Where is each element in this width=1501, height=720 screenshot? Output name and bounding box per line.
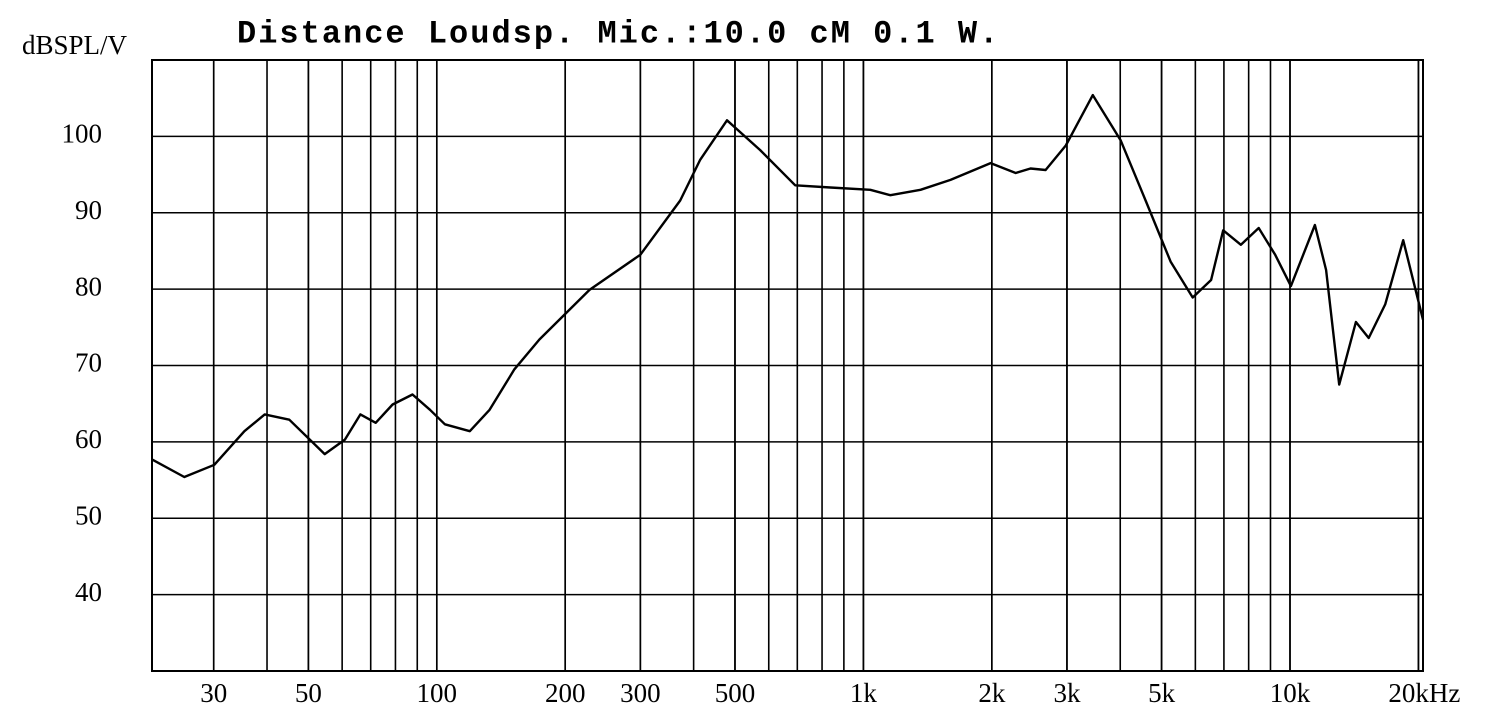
x-tick-label: 200 — [545, 678, 586, 708]
y-tick-label: 70 — [75, 348, 102, 378]
x-tick-label: 3k — [1053, 678, 1081, 708]
x-tick-label: 2k — [978, 678, 1006, 708]
y-tick-label: 40 — [75, 577, 102, 607]
response-curve — [151, 93, 1425, 479]
plot-frame — [151, 59, 1424, 672]
x-tick-label: 1k — [850, 678, 878, 708]
y-axis-label: dBSPL/V — [22, 30, 128, 60]
x-tick-label: 5k — [1148, 678, 1176, 708]
y-tick-label: 50 — [75, 500, 102, 530]
x-tick-label: 50 — [295, 678, 322, 708]
x-tick-label: 30 — [200, 678, 227, 708]
x-tick-label: 20kHz — [1388, 678, 1460, 708]
x-tick-label: 10k — [1270, 678, 1311, 708]
chart-title: Distance Loudsp. Mic.:10.0 cM 0.1 W. — [237, 15, 1000, 52]
x-tick-label: 500 — [715, 678, 756, 708]
y-tick-label: 100 — [62, 119, 103, 149]
y-tick-label: 90 — [75, 195, 102, 225]
x-tick-label: 100 — [417, 678, 458, 708]
x-tick-label: 300 — [620, 678, 661, 708]
y-tick-label: 60 — [75, 424, 102, 454]
y-tick-label: 80 — [75, 271, 102, 301]
